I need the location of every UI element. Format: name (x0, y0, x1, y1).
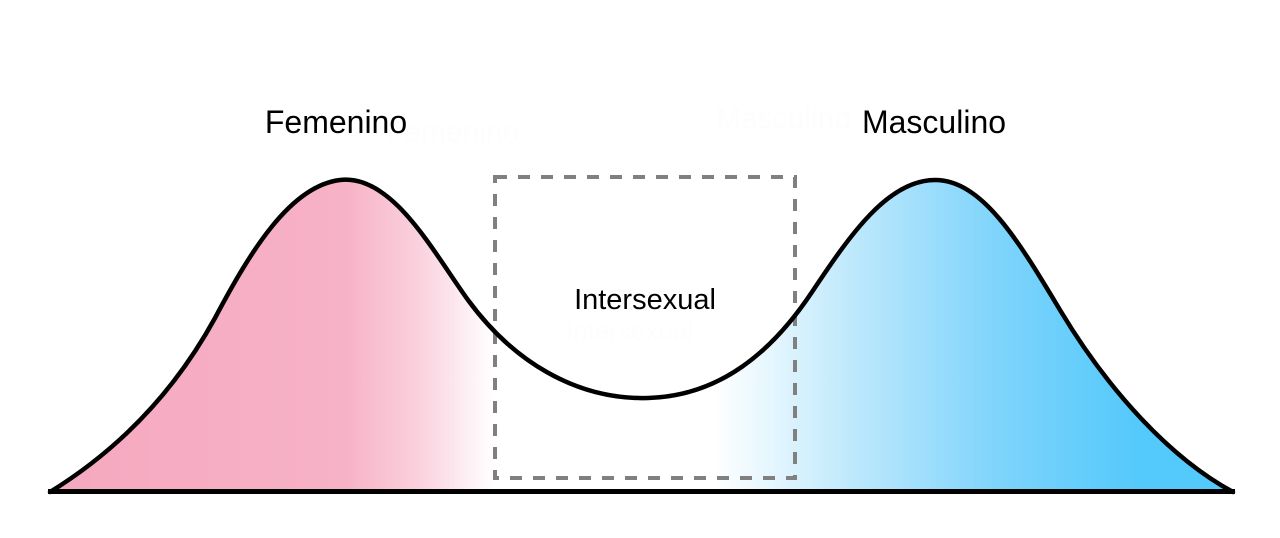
label-intersexual: Intersexual (574, 284, 716, 316)
intersex-highlight-box (493, 175, 797, 480)
distribution-area-fill (50, 179, 1233, 493)
distribution-curve-outline (47, 177, 1236, 495)
label-femenino: Femenino (264, 104, 408, 140)
label-masculino: Masculino (861, 104, 1007, 140)
